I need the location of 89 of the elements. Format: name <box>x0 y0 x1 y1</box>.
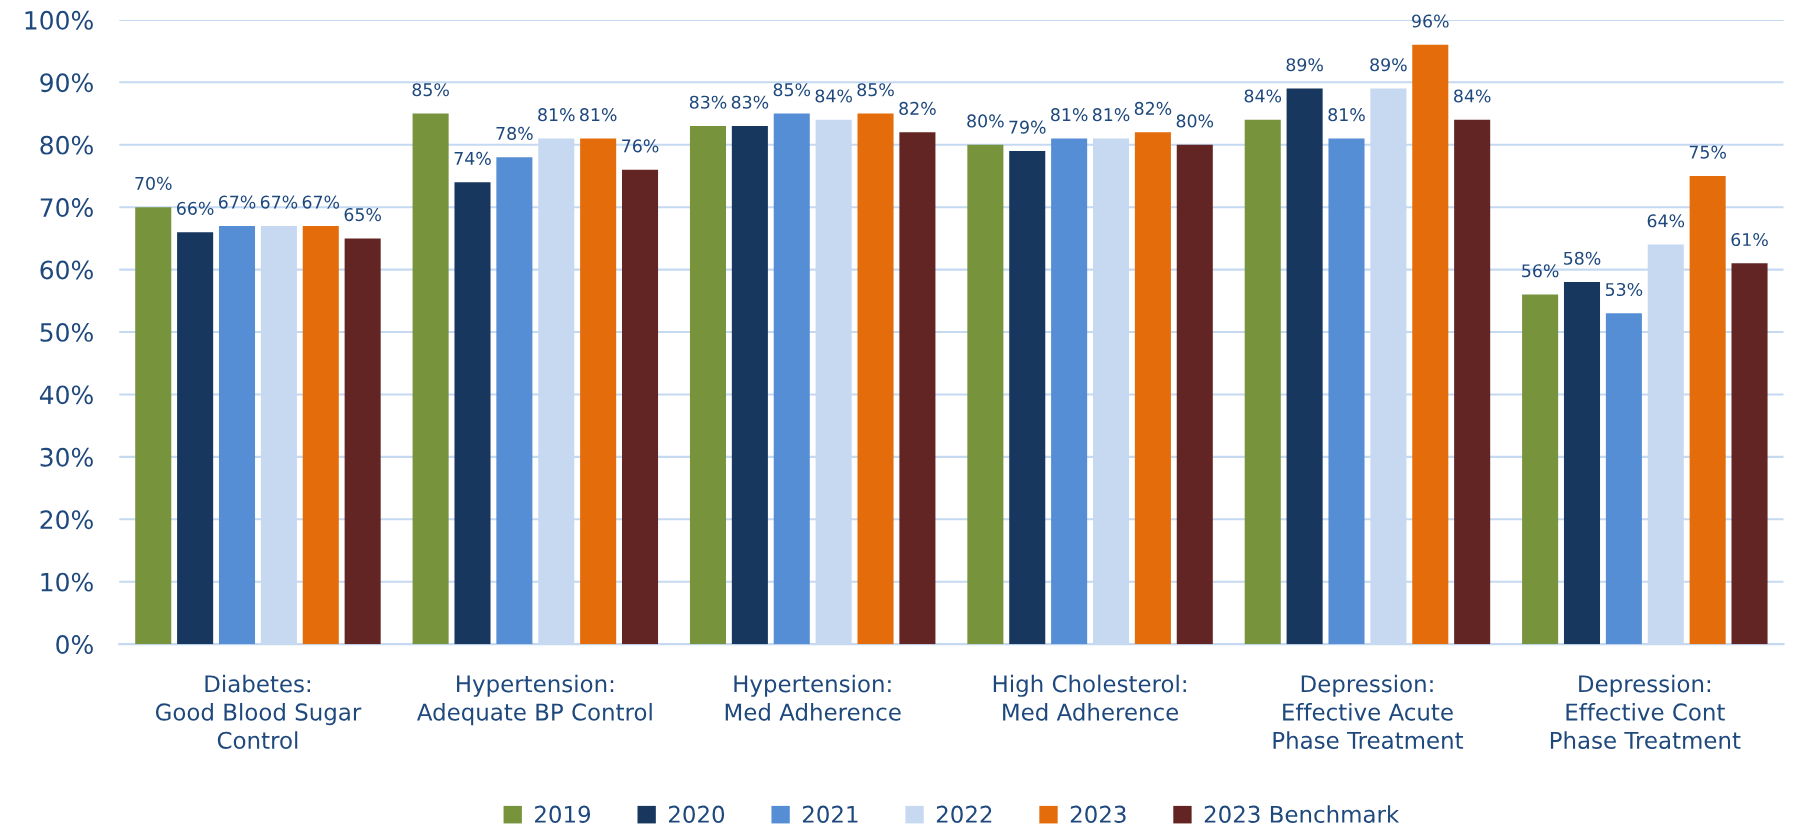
bar <box>1605 313 1642 645</box>
bar <box>496 157 533 645</box>
data-label: 81% <box>580 108 617 122</box>
x-tick-label: Diabetes: Good Blood Sugar Control <box>155 674 362 749</box>
bar <box>773 113 810 645</box>
bar <box>1522 294 1559 645</box>
data-label: 66% <box>177 201 214 215</box>
y-tick-label: 20% <box>40 510 93 530</box>
bar <box>622 169 659 645</box>
bar <box>731 126 768 645</box>
y-tick-label: 30% <box>40 447 93 467</box>
y-tick-label: 60% <box>40 260 93 280</box>
data-label: 75% <box>1689 145 1726 159</box>
y-tick-label: 10% <box>41 572 93 592</box>
data-label: 65% <box>344 207 381 222</box>
data-label: 81% <box>1092 108 1130 122</box>
legend-label: 2023 <box>1070 805 1126 823</box>
data-label: 67% <box>260 195 298 209</box>
data-label: 81% <box>1328 108 1365 122</box>
y-tick-label: 40% <box>39 385 93 405</box>
data-label: 89% <box>1286 58 1323 72</box>
legend-label: 2019 <box>535 805 591 823</box>
data-label: 56% <box>1522 264 1559 278</box>
bar <box>1009 150 1046 645</box>
data-label: 53% <box>1605 282 1643 297</box>
data-label: 84% <box>1454 89 1491 103</box>
data-label: 64% <box>1647 214 1685 228</box>
data-label: 61% <box>1731 232 1768 247</box>
data-label: 83% <box>731 95 769 109</box>
bar <box>1412 44 1449 645</box>
data-label: 79% <box>1009 120 1046 134</box>
data-label: 74% <box>454 151 491 165</box>
data-label: 83% <box>689 95 727 109</box>
y-tick-label: 0% <box>56 635 93 654</box>
bar <box>1286 88 1323 645</box>
data-label: 81% <box>1051 108 1088 122</box>
bar <box>1563 282 1601 645</box>
bar <box>344 238 381 645</box>
bar <box>1134 132 1171 645</box>
y-tick-label: 80% <box>40 135 93 155</box>
data-label: 82% <box>899 101 936 116</box>
bar <box>177 232 214 645</box>
data-label: 84% <box>1244 89 1282 103</box>
y-tick-label: 100% <box>25 10 93 30</box>
legend-label: 2022 <box>936 805 992 823</box>
x-tick-label: Depression: Effective Cont Phase Treatment <box>1550 674 1741 749</box>
x-tick-label: Hypertension: Med Adherence <box>725 674 901 721</box>
data-label: 96% <box>1412 14 1449 28</box>
bar <box>1051 138 1088 645</box>
bar <box>1328 138 1365 645</box>
data-label: 67% <box>302 195 340 209</box>
data-label: 85% <box>412 83 449 97</box>
data-label: 85% <box>773 83 811 97</box>
x-tick-label: High Cholesterol: Med Adherence <box>993 674 1186 721</box>
bar <box>899 132 936 645</box>
y-tick-label: 70% <box>40 198 93 218</box>
x-tick-label: Depression: Effective Acute Phase Treatment <box>1273 674 1464 749</box>
bar <box>302 225 339 645</box>
data-label: 67% <box>218 195 256 209</box>
bar <box>967 144 1004 645</box>
data-label: 70% <box>135 176 172 190</box>
data-label: 89% <box>1370 58 1407 72</box>
bar <box>1689 175 1726 645</box>
y-tick-label: 90% <box>40 73 93 93</box>
legend-label: 2023 Benchmark <box>1204 805 1400 823</box>
data-label: 80% <box>1176 114 1214 128</box>
data-label: 76% <box>622 139 659 153</box>
bar <box>689 126 727 645</box>
data-label: 81% <box>538 108 575 122</box>
data-label: 78% <box>496 126 533 140</box>
bar <box>218 225 256 645</box>
bar <box>454 182 491 645</box>
legend-label: 2021 <box>802 805 858 823</box>
bar <box>412 113 449 645</box>
bar <box>857 113 894 645</box>
data-label: 80% <box>967 114 1004 128</box>
data-label: 82% <box>1134 101 1172 116</box>
bar <box>1731 263 1768 645</box>
data-label: 85% <box>857 83 894 97</box>
legend-label: 2020 <box>668 805 725 823</box>
x-tick-label: Hypertension: Adequate BP Control <box>416 674 652 726</box>
bar <box>135 207 172 645</box>
bar <box>1176 144 1213 645</box>
data-label: 84% <box>815 89 852 103</box>
data-label: 58% <box>1564 251 1601 265</box>
bar <box>1454 119 1491 645</box>
y-tick-label: 50% <box>40 322 93 342</box>
bar <box>1244 119 1281 645</box>
bar <box>580 138 617 645</box>
